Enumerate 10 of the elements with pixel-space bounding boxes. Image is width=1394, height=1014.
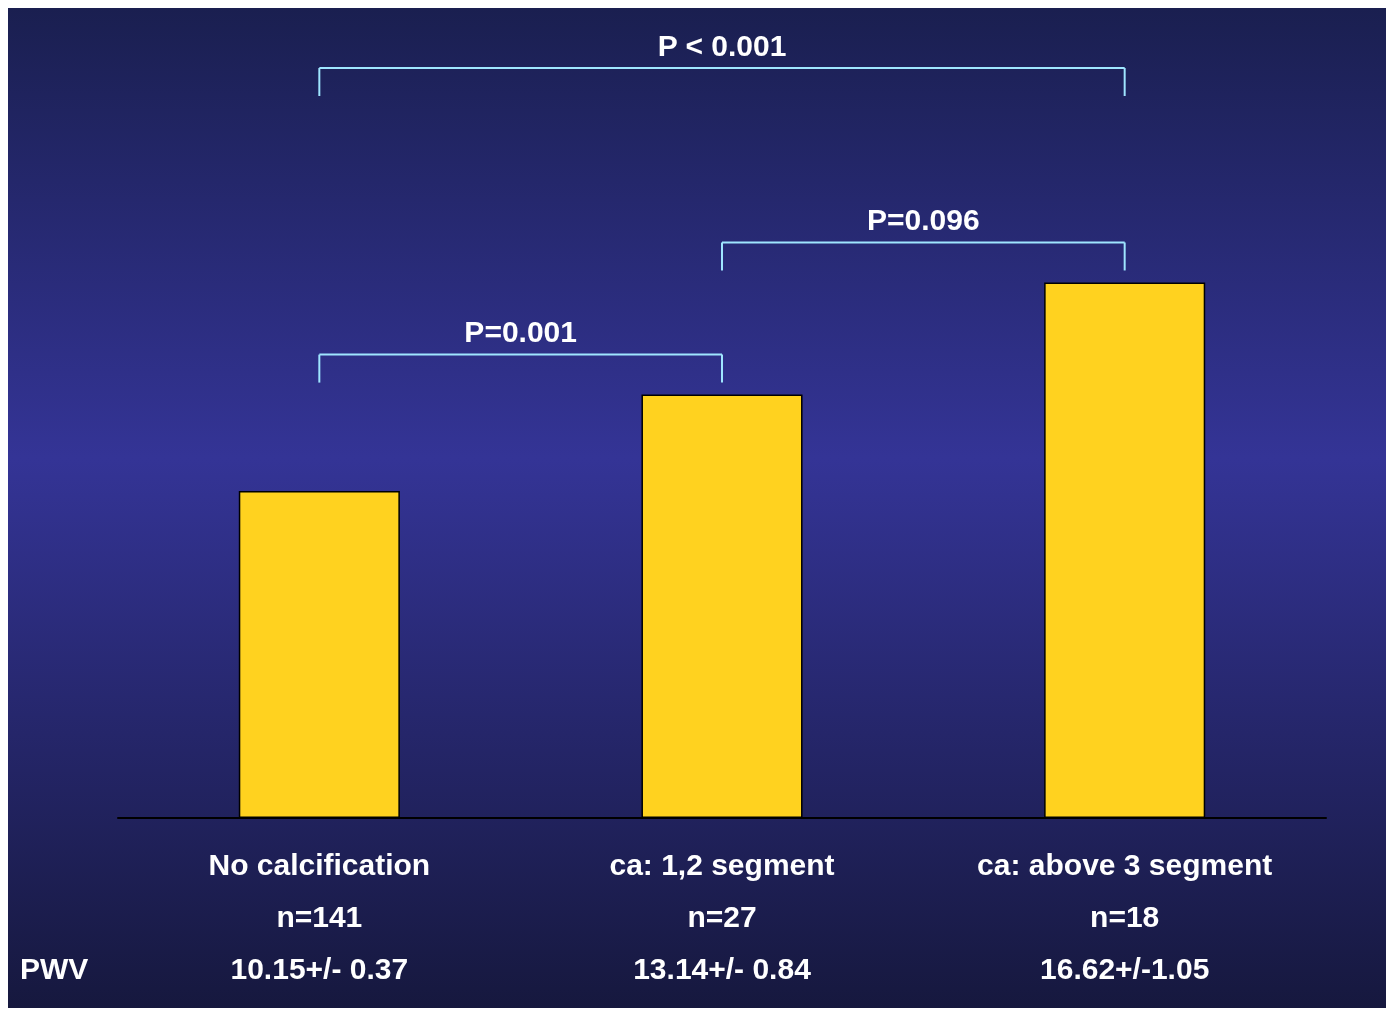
x-tick-label: ca: 1,2 segment n=27 (609, 847, 835, 933)
y-axis-title: PWV (20, 951, 89, 985)
text: P < 0.001 (657, 28, 787, 62)
x-tick-label: ca: above 3 segment n=18 (977, 847, 1273, 933)
data-label: 16.62+/-1.05 (1040, 951, 1210, 985)
x-tick-label: No calcification n=141 (208, 847, 431, 933)
data-label: 10.15+/- 0.37 (230, 951, 409, 985)
annotation: P=0.001 (464, 315, 577, 349)
data-label: 13.14+/- 0.84 (633, 951, 812, 985)
text: P=0.096 (867, 202, 980, 236)
